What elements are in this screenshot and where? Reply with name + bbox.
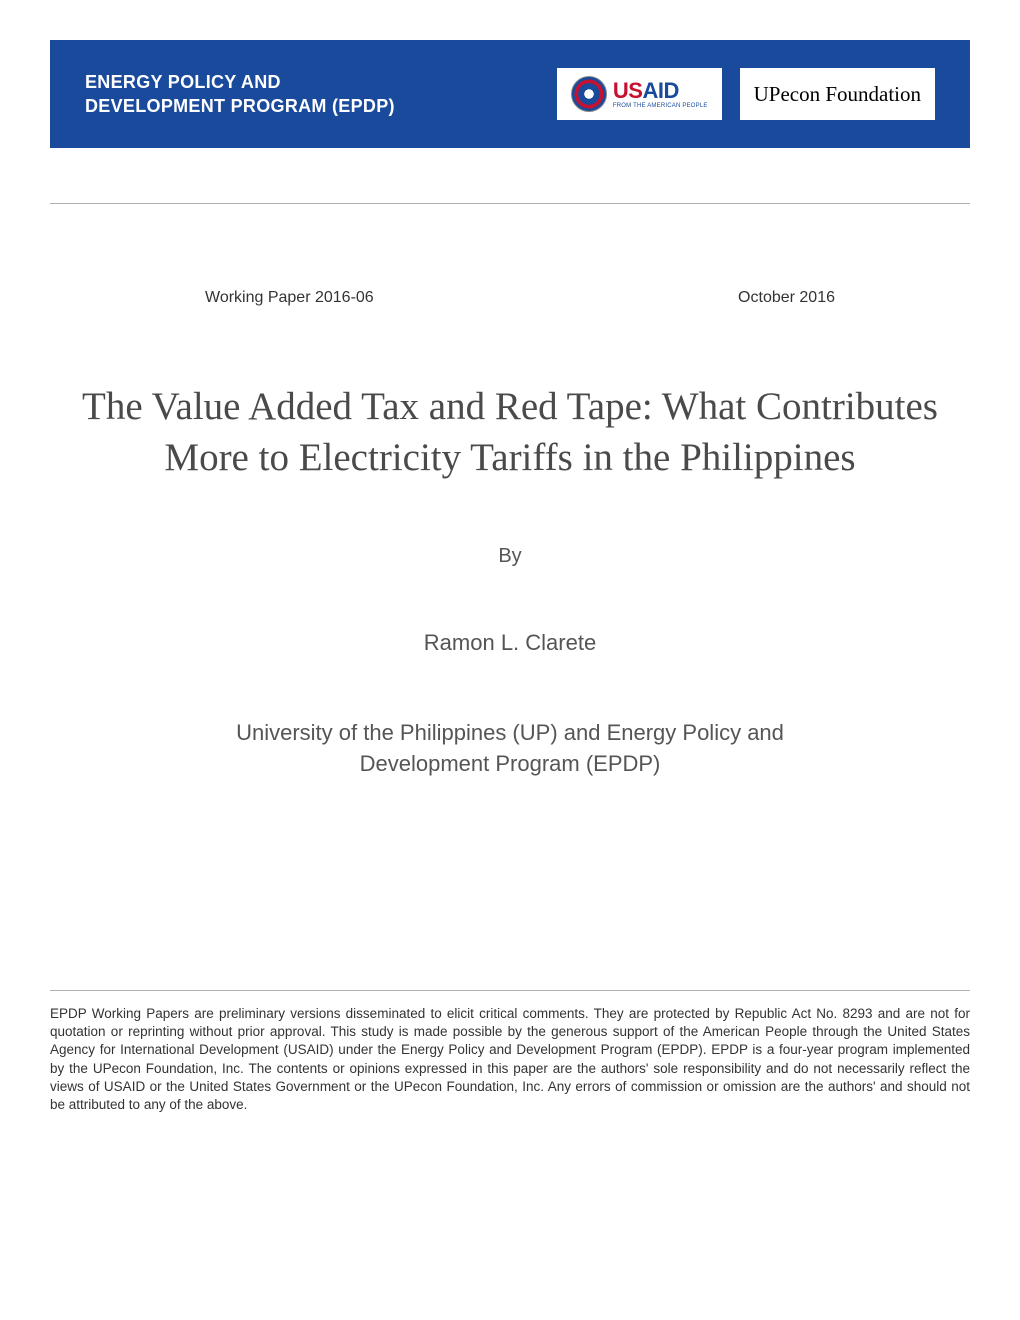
program-name: ENERGY POLICY AND DEVELOPMENT PROGRAM (E… xyxy=(85,70,395,119)
working-paper-number: Working Paper 2016-06 xyxy=(205,289,374,307)
author-affiliation: University of the Philippines (UP) and E… xyxy=(185,718,835,780)
bottom-rule xyxy=(50,990,970,991)
page-container: ENERGY POLICY AND DEVELOPMENT PROGRAM (E… xyxy=(0,0,1020,1164)
program-line2: DEVELOPMENT PROGRAM (EPDP) xyxy=(85,94,395,118)
author-name: Ramon L. Clarete xyxy=(50,630,970,656)
usaid-wordmark: USAID xyxy=(613,80,679,102)
upecon-text: UPecon Foundation xyxy=(754,82,921,107)
usaid-tagline: FROM THE AMERICAN PEOPLE xyxy=(613,103,708,109)
usaid-logo: USAID FROM THE AMERICAN PEOPLE xyxy=(557,68,722,120)
upecon-logo: UPecon Foundation xyxy=(740,68,935,120)
program-line1: ENERGY POLICY AND xyxy=(85,70,395,94)
by-label: By xyxy=(50,545,970,568)
publication-date: October 2016 xyxy=(738,289,835,307)
usaid-seal-icon xyxy=(571,76,607,112)
meta-row: Working Paper 2016-06 October 2016 xyxy=(50,289,970,307)
logo-group: USAID FROM THE AMERICAN PEOPLE UPecon Fo… xyxy=(557,68,935,120)
disclaimer-text: EPDP Working Papers are preliminary vers… xyxy=(50,1005,970,1114)
top-rule xyxy=(50,203,970,204)
paper-title: The Value Added Tax and Red Tape: What C… xyxy=(80,382,940,483)
header-banner: ENERGY POLICY AND DEVELOPMENT PROGRAM (E… xyxy=(50,40,970,148)
